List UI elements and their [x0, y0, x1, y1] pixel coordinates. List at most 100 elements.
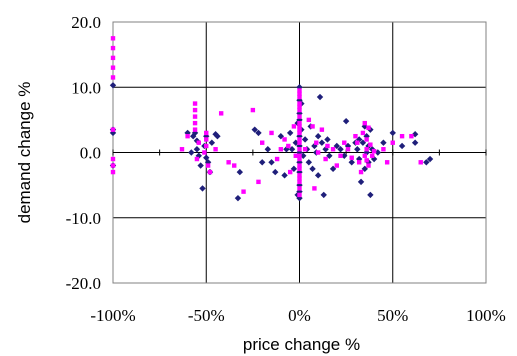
data-point-diamond: [199, 185, 206, 192]
data-point-square: [110, 65, 116, 70]
data-point-diamond: [290, 165, 298, 173]
y-tick-label: 10.0: [71, 78, 101, 97]
data-point-square: [250, 107, 256, 113]
y-axis-title: demand change %: [15, 82, 34, 224]
data-point-diamond: [281, 172, 288, 179]
data-point-square: [297, 88, 302, 93]
data-point-square: [297, 120, 302, 126]
data-point-square: [192, 120, 198, 126]
data-point-square: [110, 55, 116, 61]
data-point-square: [297, 192, 302, 198]
data-point-square: [110, 127, 116, 132]
data-point-square: [370, 153, 375, 158]
data-point-square: [368, 142, 373, 147]
data-point-diamond: [367, 191, 374, 199]
data-point-diamond: [316, 93, 324, 101]
data-point-square: [110, 36, 116, 41]
data-point-diamond: [193, 146, 201, 153]
data-point-square: [241, 189, 246, 194]
data-point-square: [297, 147, 302, 152]
data-point-square: [192, 107, 198, 113]
data-point-diamond: [426, 155, 434, 163]
data-point-square: [297, 127, 302, 132]
data-point-square: [366, 163, 371, 168]
data-point-square: [110, 75, 116, 80]
data-point-square: [110, 156, 116, 162]
data-point-diamond: [398, 142, 406, 150]
data-point-square: [297, 176, 302, 181]
data-point-diamond: [203, 132, 210, 140]
x-axis-title: price change %: [243, 335, 360, 354]
data-point-diamond: [236, 168, 244, 176]
data-point-diamond: [188, 149, 195, 156]
data-point-square: [334, 163, 339, 168]
data-point-diamond: [272, 168, 279, 176]
data-point-square: [282, 137, 287, 142]
data-point-square: [314, 140, 319, 145]
data-point-square: [353, 133, 358, 139]
y-tick-label: -20.0: [66, 274, 101, 293]
data-point-square: [384, 160, 390, 165]
data-point-square: [278, 147, 284, 152]
data-point-square: [390, 140, 395, 145]
data-point-diamond: [259, 159, 266, 166]
data-point-square: [194, 156, 200, 162]
data-point-diamond: [389, 129, 396, 137]
data-point-square: [312, 186, 317, 191]
data-point-square: [297, 130, 302, 136]
data-point-square: [297, 94, 302, 100]
data-point-diamond: [314, 172, 322, 179]
data-point-square: [110, 45, 116, 51]
data-point-diamond: [309, 165, 316, 173]
data-point-diamond: [411, 139, 419, 146]
data-point-square: [297, 124, 302, 129]
data-point-square: [358, 169, 364, 175]
data-point-square: [399, 133, 405, 139]
data-point-square: [302, 147, 308, 152]
data-point-square: [204, 143, 209, 149]
data-point-diamond: [286, 129, 294, 137]
data-point-square: [306, 117, 312, 123]
data-point-square: [213, 147, 218, 152]
data-point-square: [349, 155, 354, 160]
data-point-square: [204, 137, 209, 142]
data-point-square: [256, 179, 261, 185]
data-point-square: [274, 156, 280, 162]
data-point-square: [293, 153, 298, 158]
x-tick-labels: -100% -50% 0% 50% 100%: [90, 306, 506, 325]
x-tick-label: -50%: [188, 306, 225, 325]
data-point-diamond: [337, 146, 344, 153]
data-point-diamond: [296, 149, 303, 156]
data-point-square: [360, 130, 366, 136]
data-point-diamond: [268, 159, 275, 166]
data-point-diamond: [208, 139, 216, 146]
data-point-square: [297, 156, 302, 162]
data-point-square: [297, 153, 302, 158]
y-tick-label: -10.0: [66, 209, 101, 228]
data-point-square: [330, 147, 336, 152]
data-point-square: [297, 91, 302, 96]
x-tick-label: 50%: [377, 306, 408, 325]
data-point-diamond: [296, 181, 303, 189]
data-point-square: [297, 179, 302, 185]
data-point-square: [287, 169, 293, 175]
data-point-square: [345, 147, 351, 152]
data-point-diamond: [264, 146, 271, 153]
data-point-square: [362, 120, 367, 126]
data-point-square: [297, 104, 302, 110]
data-point-square: [297, 101, 302, 106]
data-point-diamond: [214, 132, 221, 140]
data-point-diamond: [314, 132, 322, 140]
data-series: [109, 36, 434, 202]
data-point-square: [364, 147, 369, 152]
data-point-diamond: [255, 129, 262, 137]
data-point-square: [297, 163, 302, 168]
x-tick-label: 100%: [466, 306, 506, 325]
data-point-square: [297, 140, 302, 145]
data-point-diamond: [251, 126, 258, 133]
data-point-square: [196, 140, 201, 145]
data-point-square: [325, 143, 330, 149]
x-tick-label: 0%: [288, 306, 311, 325]
data-point-diamond: [234, 194, 242, 202]
